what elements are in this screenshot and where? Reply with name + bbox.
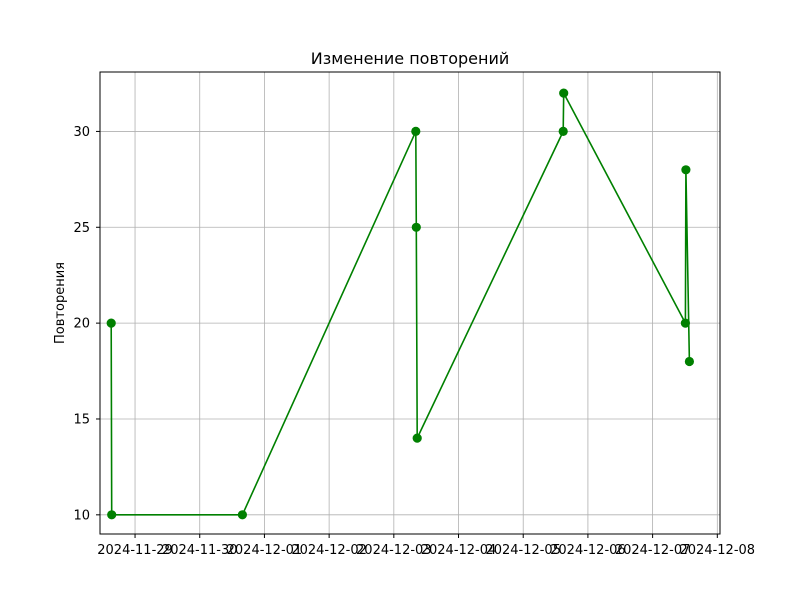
series-layer [106,88,695,520]
data-point [411,222,421,232]
data-point [411,126,421,136]
data-point [558,126,568,136]
data-point [680,318,691,328]
x-tick-label: 2024-12-02 [291,543,367,558]
x-tick-label: 2024-12-03 [356,543,432,558]
data-point [106,318,116,328]
data-point [412,433,422,443]
y-tick-label: 30 [73,125,90,140]
data-point [559,88,569,98]
y-axis-title: Повторения [53,262,68,344]
x-tick-label: 2024-11-30 [162,543,238,558]
x-tick-label: 2024-12-07 [615,543,691,558]
y-tick-label: 10 [73,508,90,523]
tick-layer: 2024-11-292024-11-302024-12-012024-12-02… [73,125,755,558]
y-tick-label: 20 [73,317,90,332]
plot-area-frame [99,71,721,535]
y-tick-label: 25 [73,221,90,236]
chart-title: Изменение повторений [311,49,510,68]
x-tick-label: 2024-12-04 [421,543,497,558]
x-tick-label: 2024-12-06 [550,543,626,558]
data-point [681,165,691,175]
data-point [684,356,695,367]
x-tick-label: 2024-11-29 [97,543,173,558]
y-tick-label: 15 [73,412,90,427]
x-tick-label: 2024-12-08 [680,543,756,558]
data-point [107,510,117,520]
data-point [237,510,247,520]
x-tick-label: 2024-12-05 [485,543,561,558]
x-tick-label: 2024-12-01 [227,543,303,558]
